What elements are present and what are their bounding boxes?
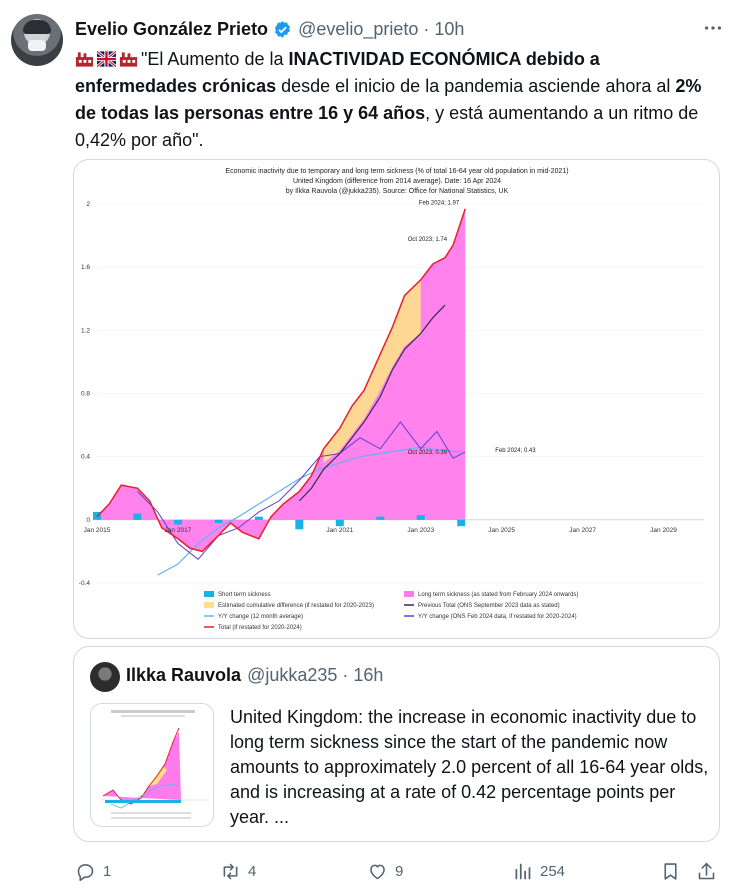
chart-subtitle-1: United Kingdom (difference from 2014 ave… <box>293 178 501 185</box>
repost-count: 4 <box>248 862 257 880</box>
y-tick-label: 0.4 <box>81 454 90 461</box>
bookmark-icon <box>664 862 677 880</box>
short-term-bar <box>173 519 182 525</box>
legend-label: Previous Total (ONS September 2023 data … <box>418 603 560 609</box>
x-tick-label: Jan 2027 <box>569 527 596 534</box>
short-term-bar <box>214 519 223 523</box>
yoy-feb2024-line <box>137 421 466 561</box>
long-term-sickness-area <box>97 208 466 552</box>
quote-author-avatar[interactable] <box>90 662 120 692</box>
quote-author-name[interactable]: Ilkka Rauvola <box>126 665 242 685</box>
x-tick-label: Jan 2029 <box>650 527 677 534</box>
quote-separator: · <box>342 665 349 685</box>
factory-emoji-icon <box>75 52 94 67</box>
views-button[interactable]: 254 <box>512 858 565 884</box>
y-tick-label: 2 <box>86 201 90 208</box>
legend-label: Short term sickness <box>218 592 271 598</box>
quote-header: Ilkka Rauvola @jukka235 · 16h <box>126 665 383 686</box>
x-tick-label: Jan 2017 <box>165 527 192 534</box>
short-term-bar <box>457 519 466 527</box>
tweet-text-end: , y está aumentando a un ritmo de 0,42% … <box>75 103 699 150</box>
quoted-tweet[interactable]: Ilkka Rauvola @jukka235 · 16h United Kin… <box>73 646 720 842</box>
y-tick-label: -0.4 <box>79 580 91 587</box>
legend-label: Long term sickness (as stated from Febru… <box>418 592 578 598</box>
chart-title: Economic inactivity due to temporary and… <box>225 168 568 175</box>
quote-text: United Kingdom: the increase in economic… <box>230 707 709 827</box>
legend-swatch <box>204 591 214 597</box>
tweet-text-mid: desde el inicio de la pandemia asciende … <box>276 76 676 96</box>
share-icon <box>698 862 715 879</box>
tweet-media-chart[interactable]: Economic inactivity due to temporary and… <box>73 159 720 639</box>
more-options-icon[interactable] <box>702 17 724 39</box>
heart-icon <box>370 864 385 879</box>
short-term-bar <box>376 516 385 520</box>
annotation-label: Oct 2023; 0.39 <box>408 450 448 456</box>
x-tick-label: Jan 2023 <box>407 527 434 534</box>
tweet-time[interactable]: 10h <box>434 18 465 39</box>
quote-chart-thumbnail[interactable] <box>90 703 214 827</box>
factory-emoji-icon <box>119 52 138 67</box>
uk-flag-icon <box>97 51 116 67</box>
thumbnail-chart-icon <box>91 704 213 826</box>
short-term-bar <box>254 516 263 520</box>
tweet-text-bold2: 2% de todas las personas entre 16 y 64 a… <box>75 76 702 123</box>
y-tick-label: 1.2 <box>81 327 90 334</box>
legend-label: Estimated cumulative difference (if rest… <box>218 603 374 609</box>
verified-badge-icon <box>275 20 291 38</box>
legend-swatch <box>404 591 414 597</box>
author-name[interactable]: Evelio González Prieto <box>75 18 269 39</box>
x-tick-label: Jan 2015 <box>84 527 111 534</box>
legend-label: Total (if restated for 2020-2024) <box>218 625 302 631</box>
repost-button[interactable]: 4 <box>220 858 256 884</box>
previous-total-line <box>298 304 446 502</box>
views-icon <box>515 863 531 879</box>
annotation-label: Feb 2024; 1.97 <box>419 201 460 207</box>
tweet-text-intro: "El Aumento de la <box>141 49 289 69</box>
tweet-text: "El Aumento de la INACTIVIDAD ECONÓMICA … <box>75 46 725 154</box>
annotation-label: Feb 2024; 0.43 <box>495 448 536 454</box>
chart-subtitle-2: by Ilkka Rauvola (@jukka235). Source: Of… <box>286 188 509 195</box>
like-button[interactable]: 9 <box>367 858 403 884</box>
short-term-bar <box>416 515 425 520</box>
separator: · <box>423 18 430 39</box>
x-tick-label: Jan 2021 <box>326 527 353 534</box>
yoy-12m-average-line <box>157 446 462 576</box>
author-avatar[interactable] <box>11 14 63 66</box>
legend-swatch <box>204 602 214 608</box>
author-handle[interactable]: @evelio_prieto <box>298 18 419 39</box>
tweet-actions: 1 4 9 254 <box>75 858 725 884</box>
share-button[interactable] <box>696 858 724 884</box>
tweet-text-bold1: INACTIVIDAD ECONÓMICA debido a enfermeda… <box>75 49 600 96</box>
short-term-bar <box>295 519 304 530</box>
estimated-difference-area <box>323 279 421 463</box>
total-line <box>96 208 466 553</box>
short-term-bar <box>335 519 344 527</box>
short-term-bar <box>133 513 142 520</box>
annotation-label: Oct 2023; 1.74 <box>408 237 448 243</box>
y-tick-label: 0 <box>86 517 90 524</box>
bookmark-button[interactable] <box>660 858 688 884</box>
legend-label: Y/Y change (ONS Feb 2024 data, if restat… <box>418 614 577 620</box>
tweet-header: Evelio González Prieto @evelio_prieto · … <box>75 17 464 41</box>
y-tick-label: 0.8 <box>81 391 90 398</box>
views-count: 254 <box>540 862 566 880</box>
like-count: 9 <box>395 862 404 880</box>
x-tick-label: Jan 2025 <box>488 527 515 534</box>
y-tick-label: 1.6 <box>81 264 90 271</box>
reply-icon <box>77 863 94 881</box>
chart-svg: Economic inactivity due to temporary and… <box>79 168 704 631</box>
quote-time[interactable]: 16h <box>353 665 384 685</box>
reply-button[interactable]: 1 <box>75 858 111 884</box>
legend-label: Y/Y change (12 month average) <box>218 614 303 620</box>
quote-author-handle[interactable]: @jukka235 <box>247 665 338 685</box>
repost-icon <box>223 863 238 879</box>
reply-count: 1 <box>103 862 112 880</box>
